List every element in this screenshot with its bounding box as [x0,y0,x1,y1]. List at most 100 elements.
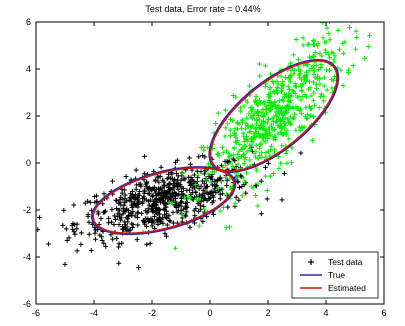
data-point [95,209,101,215]
data-point [194,168,200,174]
data-point [219,179,224,184]
data-point [118,217,124,223]
data-point [230,118,236,124]
data-point [226,155,232,161]
y-tick-label: 2 [26,111,31,121]
data-point [244,115,250,121]
data-point [324,25,330,31]
data-point [235,161,241,167]
data-point [289,160,294,165]
data-point [193,189,199,195]
data-point [299,111,305,116]
data-point [222,133,228,139]
legend-box [291,251,379,299]
data-point [279,197,285,203]
data-point [153,205,159,211]
data-point [277,117,283,123]
data-point [125,214,131,219]
ellipse-estimated-2 [209,60,338,172]
data-point [311,90,317,96]
data-point [192,213,198,219]
data-point [289,93,295,99]
x-tick-label: 6 [381,308,386,318]
data-point [313,81,319,87]
data-point [148,216,154,222]
data-point [271,171,276,176]
data-point [244,136,249,142]
data-point [183,213,189,219]
data-point [265,127,271,132]
data-point [63,226,69,232]
data-point [152,214,157,219]
data-point [253,100,259,106]
cluster-2 [140,22,372,251]
data-point [116,244,122,250]
data-point [282,115,288,121]
data-point [227,176,233,182]
data-point [171,182,177,188]
data-point [216,153,222,159]
data-point [92,230,98,236]
data-point [252,126,258,132]
data-point [136,192,142,198]
data-point [164,233,169,239]
data-point [274,78,280,84]
data-point [136,265,142,270]
data-point [217,191,223,197]
data-point [178,203,184,209]
data-point [179,199,185,205]
data-point [162,230,168,236]
data-point [353,28,359,34]
data-point [71,202,77,208]
data-point [265,160,271,166]
data-point [329,49,335,55]
data-point [175,177,181,183]
data-point [291,115,297,121]
data-point [311,72,317,77]
data-point [109,207,115,212]
data-point [135,222,141,228]
data-point [188,175,194,180]
data-point [280,97,285,103]
data-point [224,183,230,188]
data-point [113,197,119,203]
data-point [109,219,114,225]
data-point [258,100,263,106]
data-point [270,119,276,125]
data-point [144,223,149,229]
data-point [263,63,268,69]
data-point [283,75,288,80]
data-point [250,107,256,113]
data-point [279,88,284,94]
data-point [326,51,331,57]
data-point [311,68,317,74]
data-point [252,131,258,137]
data-point [184,205,190,210]
data-point [220,165,226,170]
data-point [291,52,296,58]
plot-area [36,22,372,270]
legend-label: Estimated [328,283,366,293]
data-point [197,202,203,208]
data-point [365,44,371,50]
data-point [171,220,176,226]
data-point [254,102,260,108]
data-point [155,221,161,227]
data-point [196,223,202,229]
data-point [176,191,182,197]
y-tick-label: 6 [26,17,31,27]
data-point [247,157,253,163]
data-point [289,104,295,110]
data-point [278,108,284,114]
data-point [253,154,258,160]
y-tick-label: 0 [26,158,31,168]
data-point [267,94,273,99]
data-point [213,121,218,126]
data-point [241,103,247,109]
data-point [146,202,152,208]
data-point [226,151,232,157]
data-point [193,182,199,187]
data-point [135,204,141,210]
data-point [257,73,263,79]
data-point [323,50,329,55]
